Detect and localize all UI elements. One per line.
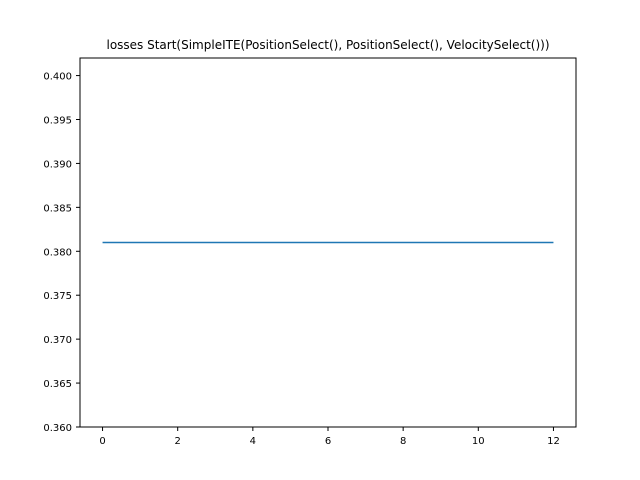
x-tick-label: 8 bbox=[400, 436, 406, 447]
x-axis: 0 2 4 6 8 10 12 bbox=[99, 427, 560, 447]
chart-title: losses Start(SimpleITE(PositionSelect(),… bbox=[106, 38, 549, 52]
y-tick-label: 0.360 bbox=[43, 423, 72, 434]
x-tick-label: 2 bbox=[175, 436, 181, 447]
y-tick-label: 0.395 bbox=[43, 116, 72, 127]
y-tick-label: 0.375 bbox=[43, 291, 72, 302]
y-tick-label: 0.380 bbox=[43, 247, 72, 258]
y-tick-label: 0.400 bbox=[43, 72, 72, 83]
x-tick-label: 10 bbox=[472, 436, 485, 447]
x-tick-label: 12 bbox=[547, 436, 560, 447]
y-tick-label: 0.390 bbox=[43, 159, 72, 170]
y-tick-label: 0.370 bbox=[43, 335, 72, 346]
x-tick-label: 6 bbox=[325, 436, 331, 447]
y-tick-label: 0.385 bbox=[43, 203, 72, 214]
y-axis: 0.360 0.365 0.370 0.375 0.380 0.385 0.390 0.395… bbox=[43, 72, 80, 434]
y-tick-label: 0.365 bbox=[43, 379, 72, 390]
x-tick-label: 4 bbox=[250, 436, 256, 447]
x-tick-label: 0 bbox=[99, 436, 105, 447]
